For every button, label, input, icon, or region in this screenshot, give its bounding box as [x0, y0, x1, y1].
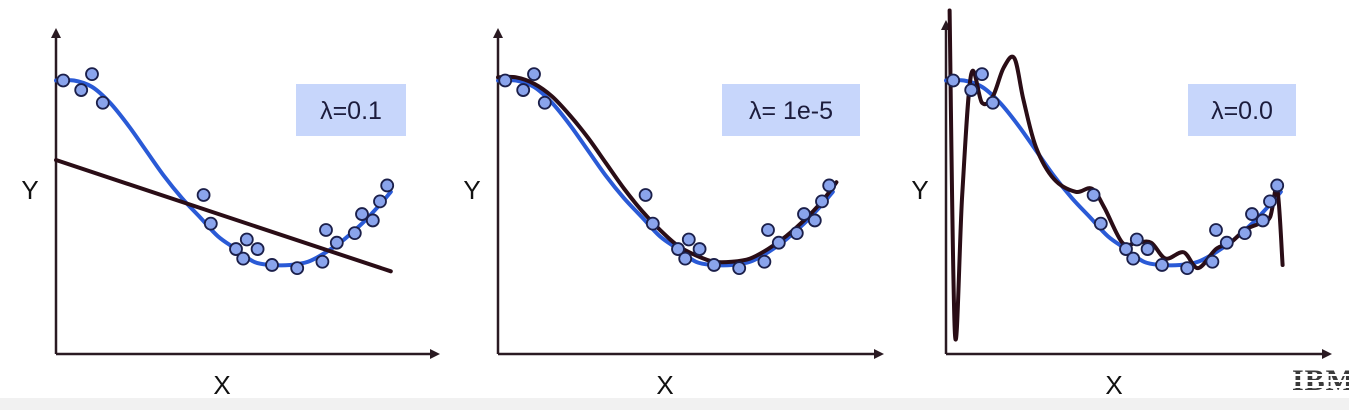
data-point-12: [732, 261, 747, 276]
data-point-18: [365, 213, 380, 228]
data-point-8: [1126, 251, 1141, 266]
data-point-19: [1263, 194, 1277, 209]
fitted-model-curve: [54, 158, 393, 274]
data-point-5: [1086, 188, 1101, 202]
data-point-12: [1180, 261, 1195, 276]
data-point-4: [537, 95, 552, 110]
y-axis-arrow: [51, 28, 61, 38]
data-point-16: [347, 226, 362, 241]
data-point-20: [380, 178, 395, 193]
data-point-3: [85, 67, 99, 82]
data-point-11: [707, 258, 721, 272]
chart-panel-2: Y Xλ= 1e-5: [463, 28, 884, 400]
data-point-20: [822, 178, 837, 193]
data-point-2: [516, 83, 531, 97]
data-point-7: [229, 242, 243, 256]
data-point-2: [74, 83, 89, 97]
data-point-6: [1093, 216, 1108, 231]
data-point-14: [1209, 223, 1223, 237]
data-point-8: [678, 251, 693, 266]
data-point-19: [373, 194, 387, 209]
data-point-3: [527, 67, 541, 82]
lambda-label: λ=0.1: [320, 97, 382, 125]
data-point-6: [645, 216, 660, 231]
data-point-17: [1245, 207, 1259, 221]
data-point-13: [315, 254, 330, 269]
data-point-16: [789, 226, 804, 241]
data-point-19: [815, 194, 829, 209]
x-axis-label: X: [1105, 370, 1122, 400]
data-point-6: [203, 216, 218, 231]
lambda-box: [296, 84, 406, 136]
data-point-7: [1119, 242, 1133, 256]
data-point-18: [807, 213, 822, 228]
data-point-9: [239, 232, 254, 247]
data-point-20: [1270, 178, 1285, 193]
fitted-model-curve: [947, 8, 1285, 342]
data-point-4: [95, 95, 110, 110]
data-point-13: [757, 254, 772, 269]
lambda-box: [722, 84, 860, 136]
fitted-model-curve: [496, 74, 839, 265]
data-point-1: [946, 73, 961, 88]
y-axis-label: Y: [911, 175, 928, 205]
chart-panel-1: Y Xλ=0.1: [21, 28, 440, 400]
data-point-17: [797, 207, 811, 221]
data-point-14: [761, 223, 775, 237]
data-point-15: [771, 235, 786, 250]
x-axis-label: X: [656, 370, 673, 400]
data-point-4: [985, 95, 1000, 110]
x-axis-label: X: [213, 370, 230, 400]
chart-panel-3: Y Xλ=0.0: [911, 8, 1332, 400]
data-point-17: [355, 207, 369, 221]
data-point-11: [265, 258, 279, 272]
data-point-11: [1155, 258, 1169, 272]
y-axis-label: Y: [21, 175, 38, 205]
data-point-7: [671, 242, 685, 256]
x-axis-arrow: [1322, 349, 1332, 359]
data-point-13: [1205, 254, 1220, 269]
data-point-8: [236, 251, 251, 266]
data-point-10: [250, 242, 265, 256]
data-point-2: [964, 83, 979, 97]
data-point-5: [196, 188, 211, 202]
x-axis-arrow: [874, 349, 884, 359]
data-point-12: [290, 261, 305, 276]
lambda-box: [1188, 84, 1296, 136]
data-point-16: [1237, 226, 1252, 241]
y-axis-arrow: [493, 28, 503, 38]
data-point-10: [1140, 242, 1155, 256]
data-point-3: [975, 67, 989, 82]
data-point-15: [1219, 235, 1234, 250]
bottom-band: [0, 398, 1349, 410]
data-point-14: [319, 223, 333, 237]
ibm-logo: IBM: [1292, 364, 1349, 404]
lambda-label: λ= 1e-5: [749, 97, 833, 125]
data-point-1: [56, 73, 71, 88]
y-axis-label: Y: [463, 175, 480, 205]
lambda-label: λ=0.0: [1211, 97, 1273, 125]
data-point-10: [692, 242, 707, 256]
data-point-5: [638, 188, 653, 202]
data-point-9: [1129, 232, 1144, 247]
data-point-1: [498, 73, 513, 88]
data-point-9: [681, 232, 696, 247]
x-axis-arrow: [430, 349, 440, 359]
data-point-18: [1255, 213, 1270, 228]
data-point-15: [329, 235, 344, 250]
